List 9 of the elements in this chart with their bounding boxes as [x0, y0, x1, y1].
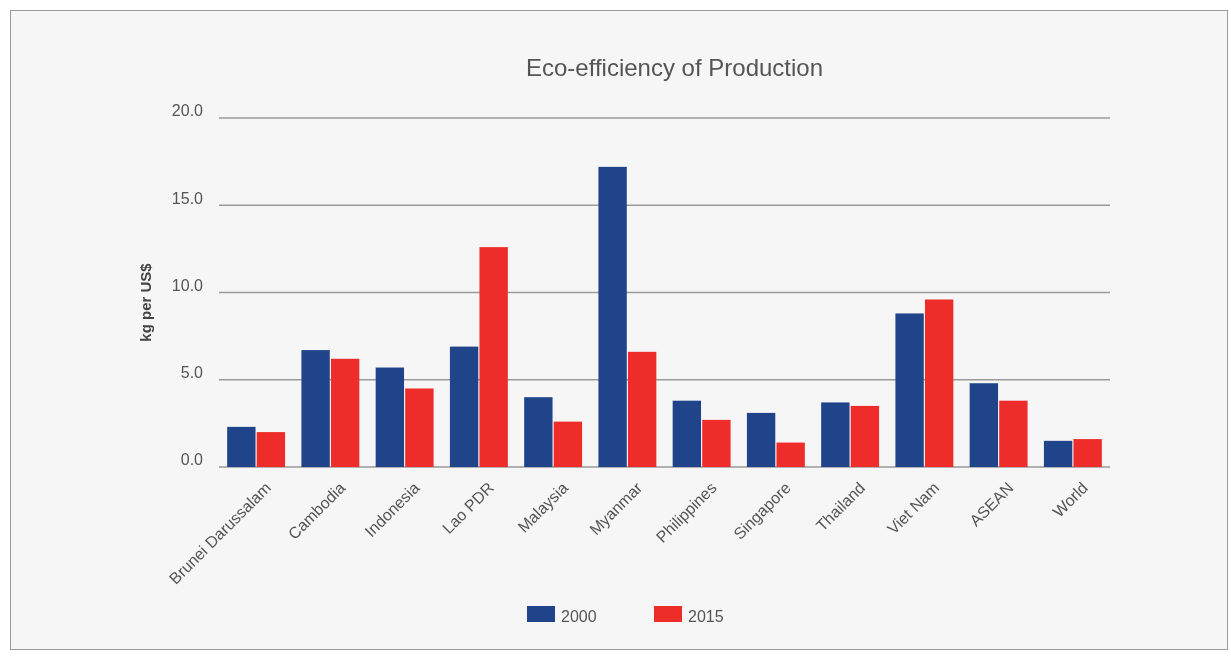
legend-label: 2015: [688, 607, 724, 625]
y-tick-label: 20.0: [171, 102, 204, 120]
y-tick-label: 5.0: [180, 364, 204, 382]
y-tick-label: 0.0: [180, 451, 204, 469]
y-axis-title: kg per US$: [137, 262, 154, 342]
chart-title: Eco-efficiency of Production: [525, 54, 824, 81]
y-tick-label: 15.0: [171, 189, 204, 207]
y-tick-label: 10.0: [171, 276, 204, 294]
legend-label: 2000: [561, 607, 597, 625]
